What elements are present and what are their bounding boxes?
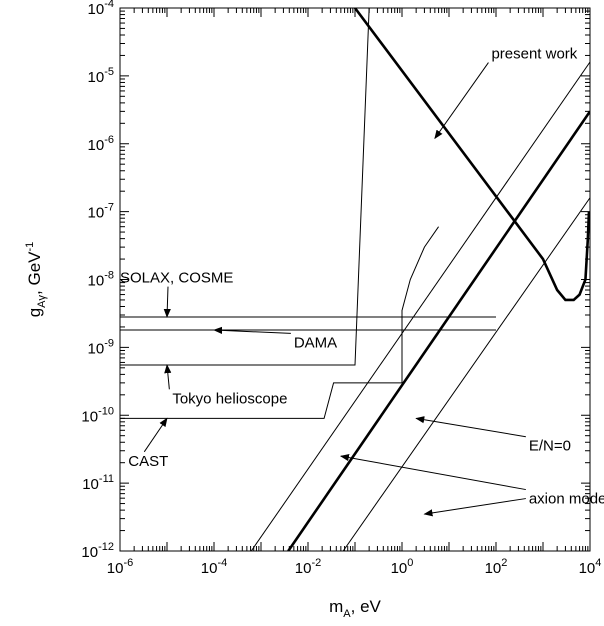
y-axis-title-rest: , GeV <box>25 251 44 295</box>
annotation-arrow-6 <box>339 454 526 491</box>
annotation-label-1: SOLAX, COSME <box>120 270 233 287</box>
annotation-label-0: present work <box>491 46 577 63</box>
x-axis-title-rest: , eV <box>351 597 382 616</box>
annotation-label-4: CAST <box>128 453 168 470</box>
annotation-arrow-7 <box>423 498 526 517</box>
series-line-axion-models-7 <box>342 197 590 551</box>
y-axis-title-sub: Aγ <box>36 294 48 307</box>
y-tick-label: 10-8 <box>88 270 114 290</box>
series-layer <box>120 8 590 551</box>
annotation-arrow-4 <box>143 417 168 453</box>
x-tick-label: 10-2 <box>295 557 321 577</box>
y-axis-title-base: g <box>25 308 44 317</box>
annotation-label-6: axion models <box>529 491 604 508</box>
annotation-arrow-5 <box>415 416 526 438</box>
x-axis-title-base: m <box>329 597 343 616</box>
x-tick-label: 100 <box>391 557 414 577</box>
axis-layer: 10-6 10-4 10-2 100 102 104 10-12 10-11 10-10 10-9… <box>81 0 601 577</box>
y-tick-label: 10-7 <box>88 202 114 222</box>
annotation-label-2: DAMA <box>294 334 337 351</box>
x-tick-label: 10-6 <box>107 557 133 577</box>
series-line-present-work-0 <box>353 8 590 302</box>
y-tick-label: 10-9 <box>88 337 114 357</box>
annotation-arrow-0 <box>434 62 489 140</box>
y-tick-label: 10-12 <box>81 541 114 561</box>
y-tick-label: 10-10 <box>81 405 114 425</box>
x-tick-label: 10-4 <box>201 557 227 577</box>
annotation-arrow-2 <box>213 326 291 334</box>
series-line-axion-models-6 <box>250 61 590 551</box>
annotation-layer: present work SOLAX, COSME DAMA Tokyo helios… <box>120 46 604 517</box>
x-tick-label: 104 <box>579 557 602 577</box>
y-axis-title: gAγ, GeV-1 <box>24 242 48 318</box>
x-axis-title-sub: A <box>343 608 351 620</box>
plot-frame <box>119 7 591 552</box>
series-line-cast-4 <box>120 226 439 419</box>
annotation-arrow-3 <box>164 364 172 390</box>
series-line-e-n-0-5 <box>287 110 590 551</box>
annotation-label-5: E/N=0 <box>529 438 571 455</box>
y-tick-label: 10-11 <box>82 473 114 493</box>
x-tick-label: 102 <box>485 557 508 577</box>
y-axis-title-sup: -1 <box>24 242 36 252</box>
annotation-arrow-1 <box>163 286 171 318</box>
series-line-tokyo-helioscope-3 <box>120 8 370 366</box>
annotation-label-3: Tokyo helioscope <box>172 390 287 407</box>
y-tick-label: 10-5 <box>88 66 114 86</box>
y-tick-label: 10-6 <box>88 134 114 154</box>
y-tick-label: 10-4 <box>88 0 114 18</box>
x-axis-title: mA, eV <box>329 597 381 620</box>
